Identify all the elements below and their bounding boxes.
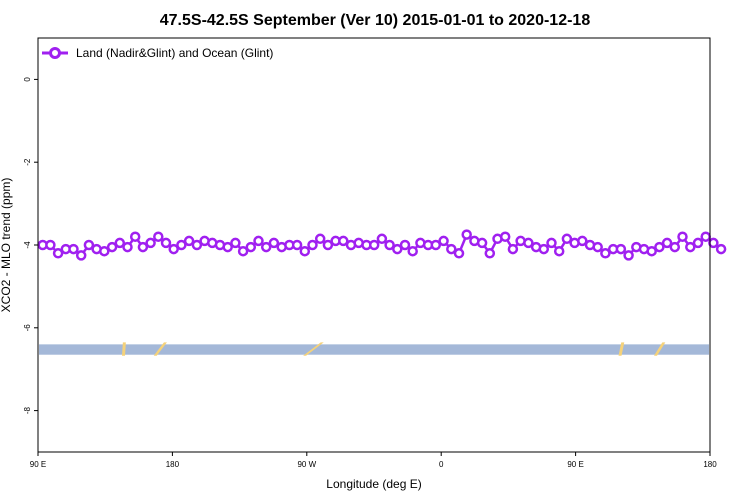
data-point [661, 237, 673, 249]
data-point [245, 241, 257, 253]
data-point [592, 241, 603, 253]
data-point [484, 248, 496, 259]
data-point [75, 250, 87, 261]
data-point [83, 239, 95, 251]
data-point [615, 243, 627, 255]
x-tick-label: 0 [439, 460, 444, 469]
data-point [507, 243, 519, 255]
data-point [137, 241, 149, 253]
land-mark [153, 342, 167, 356]
data-point [446, 243, 457, 255]
y-tick-label: 0 [23, 77, 32, 82]
data-point [600, 248, 611, 259]
x-tick-label: 90 W [297, 460, 316, 469]
data-point [700, 231, 711, 242]
legend-marker-swatch [49, 47, 61, 59]
land-mark [303, 342, 324, 356]
x-axis-label: Longitude (deg E) [326, 477, 421, 491]
x-tick-label: 180 [166, 460, 180, 469]
data-point [553, 245, 565, 257]
map-band [39, 342, 709, 356]
y-axis-label: XCO2 - MLO trend (ppm) [0, 178, 13, 313]
x-tick-label: 90 E [567, 460, 583, 469]
data-point [160, 237, 172, 249]
data-point [461, 229, 472, 240]
data-point [314, 233, 326, 245]
chart-title: 47.5S-42.5S September (Ver 10) 2015-01-0… [160, 12, 591, 29]
data-point [122, 241, 133, 253]
data-point [176, 239, 187, 251]
data-point [677, 231, 688, 242]
data-point [654, 241, 665, 253]
land-mark [618, 342, 625, 356]
data-point [230, 237, 241, 249]
x-axis: 90 E 180 90 W 0 90 E 180 [30, 452, 717, 469]
data-point [307, 239, 318, 251]
data-point [399, 239, 411, 251]
x-tick-label: 180 [703, 460, 717, 469]
data-point [291, 239, 303, 251]
data-point [114, 237, 126, 249]
data-point [268, 237, 280, 249]
data-point [191, 239, 203, 251]
ocean-strip [39, 344, 709, 355]
y-axis: 0 -2 -4 -6 -8 [23, 77, 38, 414]
data-point [715, 243, 727, 255]
data-point [52, 248, 64, 259]
data-point [299, 245, 311, 257]
x-tick-label: 90 E [30, 460, 46, 469]
data-point [646, 245, 657, 257]
data-point [546, 237, 557, 249]
data-point [538, 243, 550, 255]
data-point [237, 245, 249, 257]
data-point [260, 241, 272, 253]
land-mark [122, 342, 126, 356]
legend: Land (Nadir&Glint) and Ocean (Glint) [42, 46, 273, 60]
data-point [183, 235, 195, 247]
data-point [685, 241, 696, 253]
data-point [430, 239, 442, 251]
data-point [153, 231, 164, 242]
data-point [453, 248, 465, 259]
plot-area [37, 229, 727, 261]
data-point [253, 235, 264, 247]
data-point [407, 245, 418, 257]
data-point [476, 237, 488, 249]
y-tick-label: -2 [23, 158, 32, 166]
data-point [368, 239, 380, 251]
data-point [708, 237, 719, 249]
data-point [623, 250, 634, 261]
data-point [561, 233, 573, 245]
data-point [523, 237, 534, 249]
data-point [384, 239, 395, 251]
y-tick-label: -8 [23, 406, 32, 414]
data-point [45, 239, 56, 251]
data-point [438, 235, 449, 247]
data-point [222, 241, 233, 253]
data-point [129, 231, 141, 242]
data-point [68, 243, 79, 255]
data-point [145, 237, 156, 249]
data-point [338, 235, 349, 247]
data-point [376, 233, 388, 245]
land-mark [654, 342, 666, 356]
data-point [106, 241, 118, 253]
data-point [168, 243, 179, 255]
data-point [99, 245, 110, 257]
legend-label: Land (Nadir&Glint) and Ocean (Glint) [76, 46, 273, 60]
y-tick-label: -6 [23, 324, 32, 332]
data-point [322, 239, 334, 251]
data-point [392, 243, 403, 255]
data-point [577, 235, 588, 247]
data-point [692, 237, 704, 249]
data-point [669, 241, 681, 253]
y-tick-label: -4 [23, 241, 32, 249]
data-point [499, 231, 511, 242]
